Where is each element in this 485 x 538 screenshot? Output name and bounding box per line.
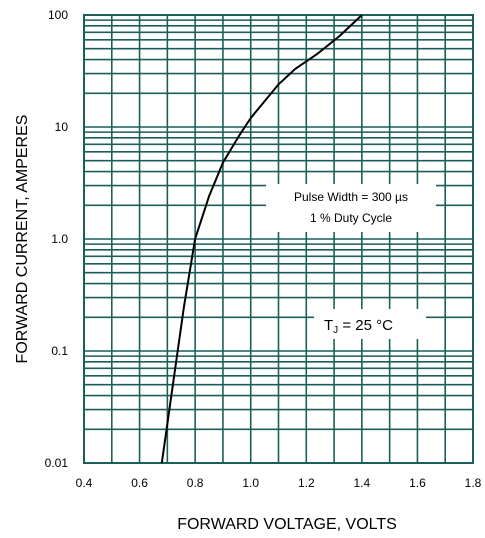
- tj-prefix: T: [324, 317, 333, 334]
- tj-subscript: J: [333, 325, 338, 336]
- x-tick-label: 1.2: [298, 476, 315, 490]
- tj-annotation-box: [314, 309, 426, 339]
- plot-frame: [83, 14, 474, 464]
- duty-cycle-label: 1 % Duty Cycle: [310, 211, 392, 225]
- y-tick-label: 1.0: [51, 232, 68, 246]
- y-tick-labels: 0.01 0.1 1.0 10 100: [45, 8, 69, 470]
- x-tick-label: 0.4: [76, 476, 93, 490]
- x-tick-label: 0.6: [131, 476, 148, 490]
- x-tick-label: 1.8: [465, 476, 482, 490]
- pulse-width-label: Pulse Width = 300 µs: [294, 190, 408, 204]
- x-tick-label: 1.0: [242, 476, 259, 490]
- x-axis-label: FORWARD VOLTAGE, VOLTS: [177, 516, 397, 533]
- tj-label: TJ = 25 °C: [324, 317, 393, 336]
- y-tick-label: 100: [48, 8, 68, 22]
- forward-current-curve: [160, 14, 363, 464]
- y-tick-label: 10: [55, 120, 69, 134]
- y-axis-label: FORWARD CURRENT, AMPERES: [14, 115, 31, 364]
- x-tick-label: 1.4: [354, 476, 371, 490]
- x-tick-label: 1.6: [409, 476, 426, 490]
- y-tick-label: 0.1: [51, 344, 68, 358]
- x-tick-labels: 0.4 0.6 0.8 1.0 1.2 1.4 1.6 1.8: [76, 476, 482, 490]
- x-tick-label: 0.8: [187, 476, 204, 490]
- pulse-annotation-box: [266, 184, 436, 232]
- y-tick-label: 0.01: [45, 456, 69, 470]
- tj-value: = 25 °C: [338, 317, 393, 334]
